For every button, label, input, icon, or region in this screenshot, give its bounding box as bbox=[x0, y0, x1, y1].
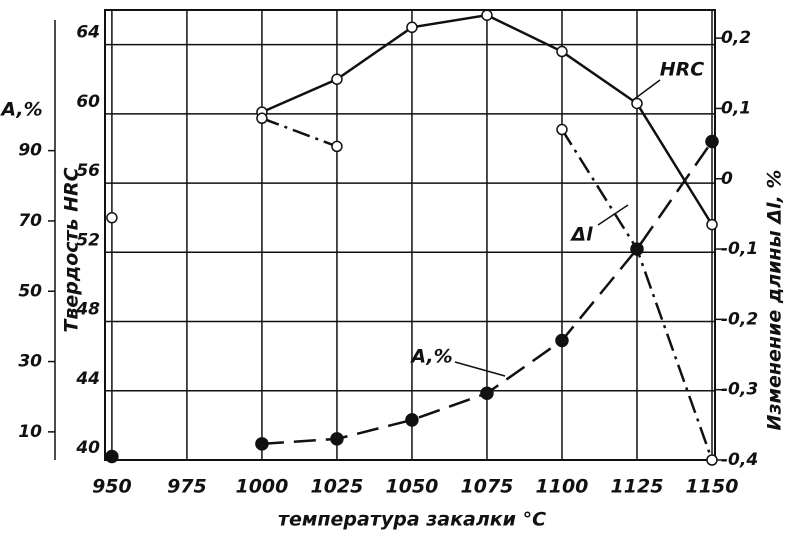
point bbox=[706, 454, 718, 466]
point bbox=[556, 123, 568, 136]
point bbox=[406, 21, 418, 34]
x-tick-label: 1100 bbox=[536, 476, 589, 498]
point bbox=[706, 218, 718, 231]
y3-tick-label: 10 bbox=[18, 422, 42, 442]
y-tick-label: 48 bbox=[75, 300, 100, 320]
y-tick-label: 40 bbox=[75, 438, 100, 458]
plot-frame bbox=[104, 9, 716, 461]
x-tick-label: 1150 bbox=[686, 476, 739, 498]
y2-tick-label: -0,3 bbox=[721, 380, 758, 400]
y-tick-label: 64 bbox=[76, 23, 100, 43]
y-tick-label: 60 bbox=[76, 92, 100, 112]
point bbox=[631, 97, 643, 110]
point bbox=[481, 9, 493, 21]
y3-tick-label: 90 bbox=[18, 141, 42, 161]
y3-tick-label: 30 bbox=[18, 352, 42, 372]
x-tick-label: 950 bbox=[92, 476, 132, 498]
point bbox=[105, 449, 119, 464]
point bbox=[331, 140, 343, 153]
annotation: HRC bbox=[660, 59, 705, 81]
point bbox=[106, 211, 118, 224]
point bbox=[556, 45, 568, 58]
point bbox=[331, 73, 343, 85]
point bbox=[256, 112, 268, 125]
point bbox=[255, 437, 269, 451]
leader-line bbox=[454, 361, 506, 377]
point bbox=[405, 413, 419, 427]
x-axis-title: температура закалки °C bbox=[278, 509, 546, 531]
x-tick-label: 1000 bbox=[235, 476, 288, 498]
y2-tick-label: -0,1 bbox=[721, 239, 758, 259]
x-tick-label: 1125 bbox=[611, 476, 664, 498]
x-tick-label: 975 bbox=[167, 476, 207, 498]
point bbox=[630, 242, 644, 256]
annotation: A,% bbox=[409, 346, 452, 368]
y-axis-title: Твердость HRC bbox=[61, 167, 83, 332]
point bbox=[330, 432, 344, 446]
point bbox=[555, 333, 569, 348]
y2-tick-label: 0 bbox=[721, 169, 733, 189]
point bbox=[705, 134, 719, 149]
y2-axis-title: Изменение длины Δl, % bbox=[764, 170, 786, 431]
x-tick-label: 1050 bbox=[386, 476, 439, 498]
x-tick-label: 1025 bbox=[310, 476, 363, 498]
annotation: Δl bbox=[569, 224, 593, 246]
y2-tick-label: -0,4 bbox=[721, 450, 758, 470]
y3-tick-label: 70 bbox=[18, 211, 42, 231]
y3-axis-title: A,% bbox=[0, 99, 43, 121]
leader-line bbox=[597, 204, 629, 226]
point bbox=[480, 386, 494, 400]
y-tick-label: 52 bbox=[76, 230, 100, 250]
y2-tick-label: -0,2 bbox=[721, 309, 758, 329]
y2-tick-label: 0,1 bbox=[721, 98, 751, 118]
y-tick-label: 56 bbox=[76, 161, 100, 181]
y2-tick-label: 0,2 bbox=[721, 28, 751, 48]
y3-tick-label: 50 bbox=[18, 281, 42, 301]
y-tick-label: 44 bbox=[75, 369, 100, 389]
x-tick-label: 1075 bbox=[461, 476, 514, 498]
